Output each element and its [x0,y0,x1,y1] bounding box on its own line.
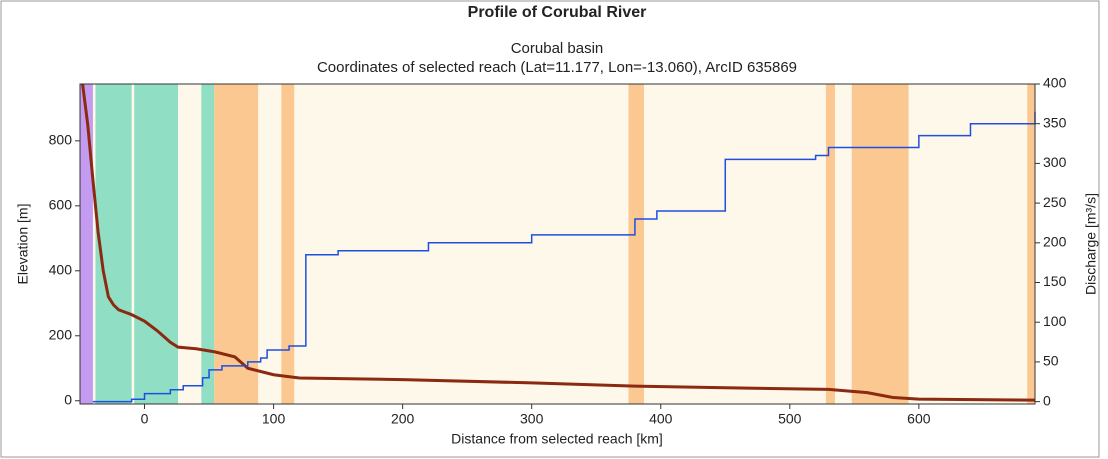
band [134,84,179,404]
y-axis-label: Elevation [m] [15,204,31,285]
x-tick-label: 300 [520,411,544,427]
band [825,84,835,404]
y2-tick-label: 350 [1043,114,1067,130]
plot-border [79,83,1036,405]
y2-tick-label: 150 [1043,273,1067,289]
band [95,84,132,404]
y-tick-label: 800 [49,132,73,148]
chart-subtitle: Coordinates of selected reach (Lat=11.17… [317,59,797,76]
y2-tick-label: 300 [1043,154,1067,170]
data-line [81,83,1036,402]
y2-tick-label: 100 [1043,313,1067,329]
y2-tick-label: 0 [1043,392,1051,408]
y-tick-label: 200 [49,326,73,342]
x-tick-label: 100 [262,411,286,427]
x-tick-label: 0 [141,411,149,427]
chart-subtitle: Corubal basin [511,40,604,57]
x-axis-label: Distance from selected reach [km] [451,431,663,447]
y2-tick-label: 200 [1043,234,1067,250]
chart-title: Profile of Corubal River [468,4,647,21]
x-tick-label: 600 [907,411,931,427]
x-tick-label: 200 [391,411,415,427]
data-line [92,111,1036,403]
band [201,84,215,404]
band [281,84,295,404]
band [214,84,259,404]
y-tick-label: 600 [49,197,73,213]
y2-tick-label: 250 [1043,194,1067,210]
band [851,84,909,404]
band [80,84,93,404]
y2-axis-label: Discharge [m³/s] [1083,193,1099,295]
x-tick-label: 500 [778,411,802,427]
x-tick-label: 400 [649,411,673,427]
y-tick-label: 400 [49,262,73,278]
y2-tick-label: 400 [1043,75,1067,91]
y-tick-label: 0 [64,391,72,407]
band [1027,84,1035,404]
band [628,84,644,404]
y2-tick-label: 50 [1043,353,1059,369]
